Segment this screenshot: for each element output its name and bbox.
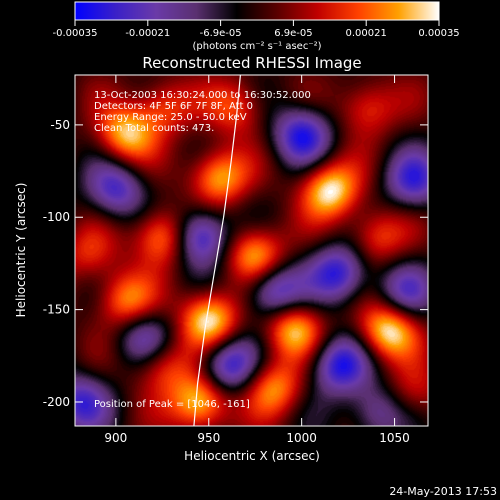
x-axis-label: Heliocentric X (arcsec) [184, 449, 320, 463]
y-tick-label: -200 [43, 395, 70, 409]
annotation-clean-counts: Clean Total counts: 473. [94, 123, 214, 134]
colorbar-tick-label: -0.00035 [53, 28, 98, 39]
chart-title: Reconstructed RHESSI Image [142, 54, 361, 72]
colorbar-tick-label: 6.9e-05 [274, 28, 312, 39]
colorbar-unit-label: (photons cm⁻² s⁻¹ asec⁻²) [192, 41, 321, 52]
colorbar-tick-label: -6.9e-05 [200, 28, 242, 39]
footer-timestamp: 24-May-2013 17:53 [389, 485, 497, 498]
x-axis: 900 950 1000 1050 [104, 75, 410, 445]
solar-limb-line [193, 75, 241, 426]
y-axis: -50 -100 -150 -200 [43, 118, 428, 409]
colorbar-tick-label: 0.00035 [418, 28, 459, 39]
colorbar-ticks: -0.00035 -0.00021 -6.9e-05 6.9e-05 0.00021 0.… [53, 20, 460, 39]
x-tick-label: 1050 [379, 431, 410, 445]
y-tick-label: -50 [50, 118, 70, 132]
y-tick-label: -150 [43, 303, 70, 317]
colorbar [74, 1, 440, 21]
annotation-energy-range: Energy Range: 25.0 - 50.0 keV [94, 112, 247, 123]
heatmap-canvas [75, 75, 428, 426]
plot-frame [74, 74, 429, 427]
colorbar-tick-label: 0.00021 [346, 28, 387, 39]
annotation-detectors: Detectors: 4F 5F 6F 7F 8F, Att 0 [94, 101, 253, 112]
x-tick-label: 950 [197, 431, 220, 445]
annotation-peak-position: Position of Peak = [1046, -161] [94, 399, 250, 410]
colorbar-tick-label: -0.00021 [125, 28, 170, 39]
y-tick-label: -100 [43, 210, 70, 224]
x-tick-label: 900 [104, 431, 127, 445]
annotation-time-range: 13-Oct-2003 16:30:24.000 to 16:30:52.000 [94, 90, 311, 101]
y-axis-label: Heliocentric Y (arcsec) [14, 183, 28, 318]
x-tick-label: 1000 [286, 431, 317, 445]
plot-area [75, 75, 428, 426]
